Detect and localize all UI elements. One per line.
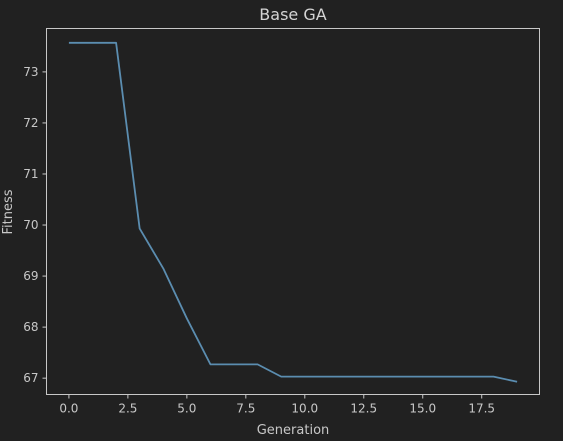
plot-area-frame xyxy=(46,28,540,395)
y-axis: 67 68 69 70 71 72 73 xyxy=(23,65,47,385)
y-tick-label: 71 xyxy=(23,167,38,181)
y-axis-label: Fitness xyxy=(1,189,16,234)
y-tick-label: 70 xyxy=(23,218,38,232)
y-tick-label: 67 xyxy=(23,371,38,385)
x-tick-label: 7.5 xyxy=(236,402,255,416)
x-axis-label: Generation xyxy=(257,423,330,438)
x-tick-label: 15.0 xyxy=(409,402,436,416)
x-tick-label: 0.0 xyxy=(59,402,78,416)
x-tick-label: 2.5 xyxy=(118,402,137,416)
chart-title: Base GA xyxy=(259,5,326,24)
series-line xyxy=(68,41,518,383)
series-layer xyxy=(68,41,518,383)
y-tick-label: 73 xyxy=(23,65,38,79)
x-tick-label: 17.5 xyxy=(468,402,495,416)
y-tick-label: 69 xyxy=(23,269,38,283)
x-tick-label: 10.0 xyxy=(291,402,318,416)
x-tick-label: 12.5 xyxy=(350,402,377,416)
y-tick-label: 72 xyxy=(23,116,38,130)
x-axis: 0.0 2.5 5.0 7.5 10.0 12.5 15.0 17.5 xyxy=(59,394,495,416)
y-tick-label: 68 xyxy=(23,320,38,334)
x-tick-label: 5.0 xyxy=(177,402,196,416)
